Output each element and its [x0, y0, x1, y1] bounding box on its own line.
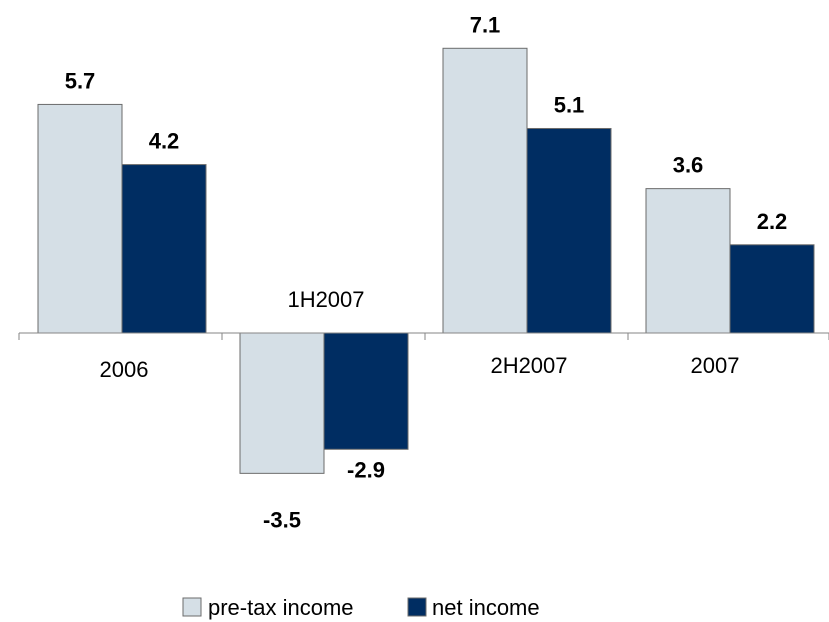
category-labels: 2006 1H2007 2H2007 2007	[100, 287, 740, 382]
value-label-pre-tax-income-2007: 3.6	[673, 153, 704, 178]
value-label-net-income-2006: 4.2	[149, 129, 180, 154]
legend-label-net-income: net income	[432, 595, 540, 620]
bar-pre-tax-income-2h2007	[442, 47, 528, 334]
category-label-2007: 2007	[691, 353, 740, 378]
value-labels: 5.7 4.2 -3.5 -2.9 7.1 5.1 3.6 2.2	[65, 12, 788, 532]
bar-pre-tax-income-1h2007	[239, 332, 325, 474]
value-label-pre-tax-income-1h2007: -3.5	[263, 507, 301, 532]
category-label-2006: 2006	[100, 357, 149, 382]
bar-pre-tax-income-2007	[645, 188, 731, 334]
legend-label-pre-tax-income: pre-tax income	[208, 595, 354, 620]
bar-net-income-1h2007	[323, 332, 409, 450]
value-label-net-income-1h2007: -2.9	[347, 457, 385, 482]
value-label-pre-tax-income-2006: 5.7	[65, 68, 96, 93]
legend-swatch-pre-tax-income	[182, 597, 202, 617]
category-label-1h2007: 1H2007	[287, 287, 364, 312]
bar-net-income-2006	[121, 164, 207, 334]
bar-net-income-2h2007	[526, 127, 612, 334]
value-label-net-income-2007: 2.2	[757, 209, 788, 234]
x-axis	[18, 332, 829, 340]
legend: pre-tax income net income	[182, 595, 540, 620]
bar-pre-tax-income-2006	[37, 103, 123, 334]
bar-net-income-2007	[729, 244, 815, 334]
legend-swatch-net-income	[407, 597, 427, 617]
bars-group	[37, 47, 815, 474]
value-label-pre-tax-income-2h2007: 7.1	[470, 12, 501, 37]
category-label-2h2007: 2H2007	[490, 353, 567, 378]
value-label-net-income-2h2007: 5.1	[554, 92, 585, 117]
